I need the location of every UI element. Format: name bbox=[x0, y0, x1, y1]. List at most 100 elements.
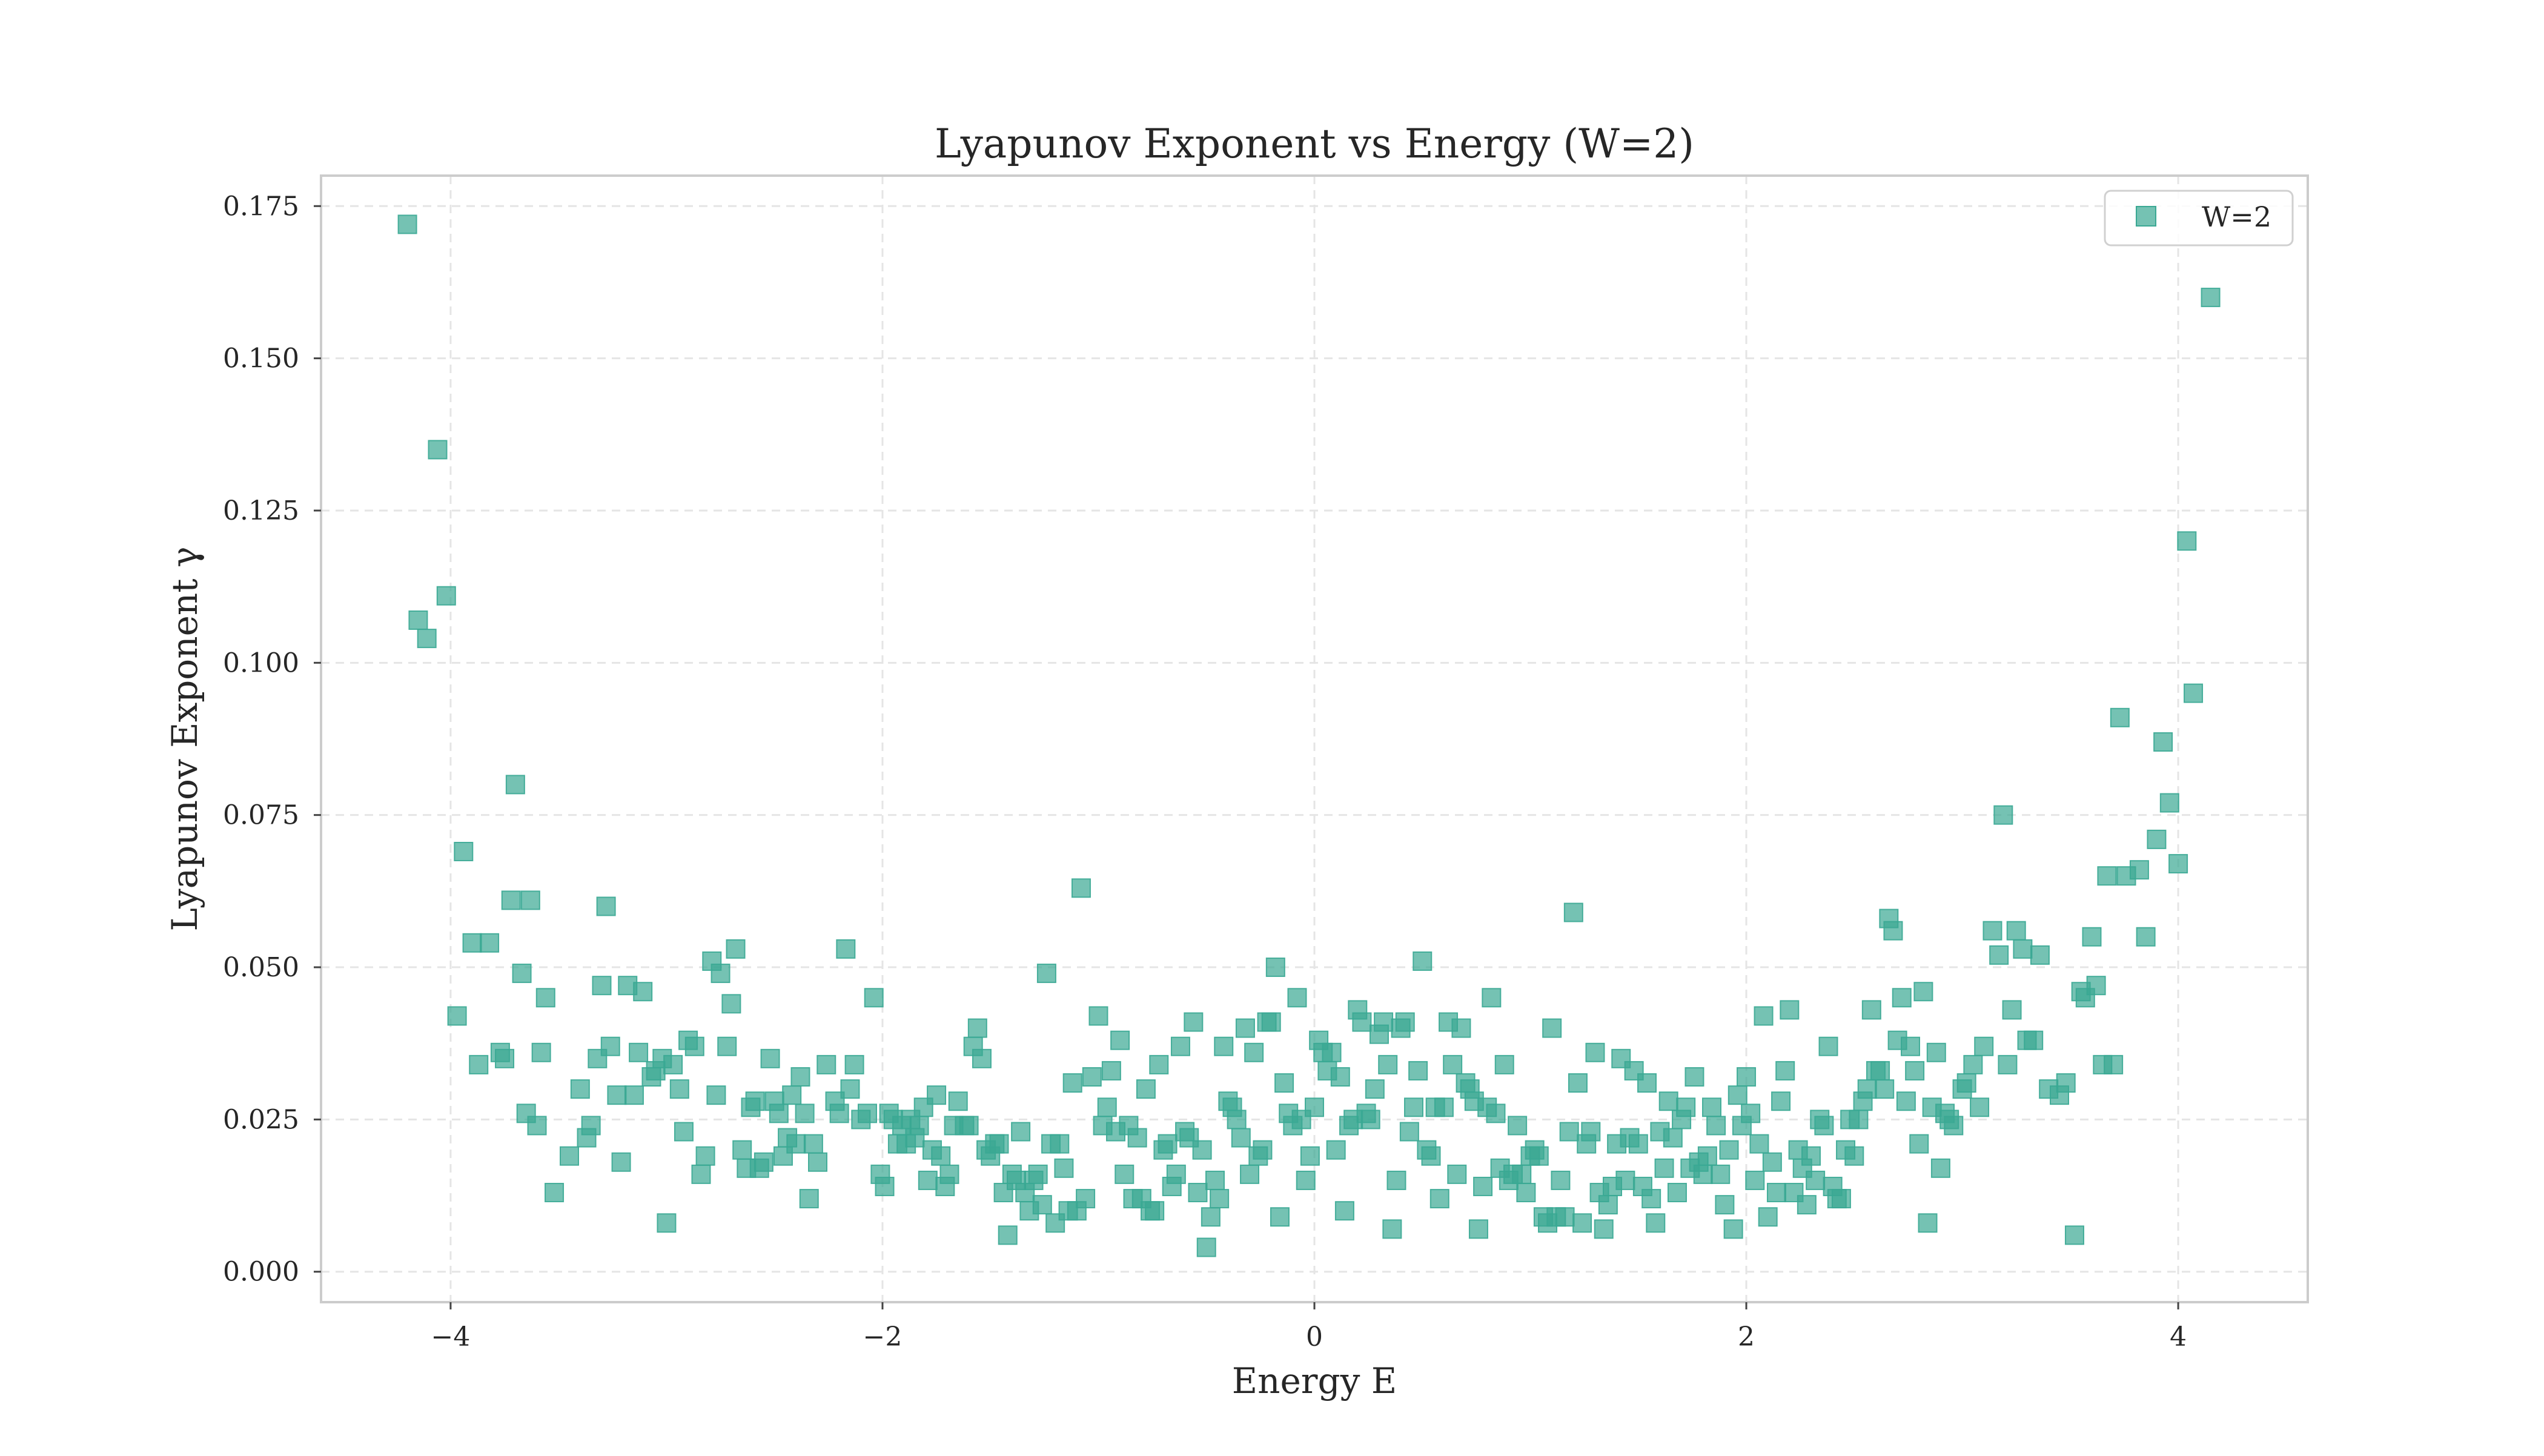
data-point bbox=[1831, 1189, 1851, 1209]
data-point bbox=[663, 1054, 683, 1074]
data-point bbox=[1801, 1146, 1821, 1166]
data-point bbox=[1901, 1036, 1920, 1056]
data-point bbox=[1261, 1012, 1281, 1032]
data-point bbox=[2129, 860, 2149, 880]
data-point bbox=[1849, 1110, 1869, 1130]
data-point bbox=[1771, 1091, 1791, 1111]
data-point bbox=[1082, 1067, 1102, 1087]
data-point bbox=[1542, 1018, 1562, 1038]
data-point bbox=[2013, 939, 2033, 959]
data-point bbox=[1054, 1158, 1074, 1178]
data-point bbox=[1727, 1085, 1747, 1105]
data-point bbox=[1421, 1146, 1441, 1166]
data-point bbox=[1360, 1110, 1380, 1130]
data-point bbox=[480, 933, 500, 953]
data-point bbox=[1875, 1079, 1895, 1099]
data-point bbox=[769, 1104, 789, 1123]
data-point bbox=[1737, 1067, 1757, 1087]
data-point bbox=[2075, 988, 2095, 1008]
data-point bbox=[754, 1152, 773, 1172]
data-point bbox=[1797, 1195, 1817, 1215]
data-point bbox=[1482, 988, 1502, 1008]
legend-frame bbox=[2104, 190, 2294, 247]
data-point bbox=[840, 1079, 860, 1099]
data-point bbox=[1136, 1079, 1156, 1099]
data-point bbox=[1762, 1152, 1782, 1172]
data-point bbox=[1702, 1097, 1721, 1117]
data-point bbox=[1115, 1164, 1135, 1184]
data-point bbox=[1201, 1207, 1221, 1227]
data-point bbox=[1663, 1128, 1683, 1148]
data-point bbox=[495, 1048, 515, 1068]
data-point bbox=[1244, 1042, 1264, 1062]
data-point bbox=[1598, 1195, 1618, 1215]
data-point bbox=[1568, 1073, 1588, 1093]
data-point bbox=[1719, 1140, 1739, 1160]
data-point bbox=[1615, 1170, 1635, 1190]
data-point bbox=[1998, 1054, 2018, 1074]
data-point bbox=[1749, 1134, 1769, 1154]
data-point bbox=[844, 1054, 864, 1074]
legend: W=2 bbox=[2104, 190, 2294, 247]
data-point bbox=[1883, 921, 1903, 941]
data-point bbox=[1697, 1146, 1717, 1166]
data-point bbox=[436, 586, 456, 606]
data-point bbox=[1028, 1164, 1048, 1184]
data-point bbox=[858, 1104, 877, 1123]
data-point bbox=[1330, 1067, 1350, 1087]
data-point bbox=[1512, 1164, 1532, 1184]
y-tick-label: 0.125 bbox=[223, 495, 299, 526]
data-point bbox=[1443, 1054, 1463, 1074]
data-point bbox=[2056, 1073, 2076, 1093]
data-point bbox=[447, 1006, 467, 1026]
data-point bbox=[611, 1152, 631, 1172]
data-point bbox=[1365, 1079, 1385, 1099]
y-axis-label: Lyapunov Exponent γ bbox=[164, 546, 205, 931]
data-point bbox=[1758, 1207, 1778, 1227]
data-point bbox=[939, 1164, 959, 1184]
data-point bbox=[1088, 1006, 1108, 1026]
data-point bbox=[875, 1176, 895, 1196]
data-point bbox=[629, 1042, 649, 1062]
data-point bbox=[1896, 1091, 1916, 1111]
data-point bbox=[1300, 1146, 1320, 1166]
data-point bbox=[520, 890, 540, 910]
data-point bbox=[1870, 1061, 1890, 1080]
data-point bbox=[1983, 921, 2002, 941]
data-point bbox=[1399, 1122, 1419, 1142]
data-point bbox=[1296, 1170, 1316, 1190]
data-point bbox=[1723, 1219, 1743, 1239]
data-point bbox=[454, 842, 474, 861]
data-point bbox=[1637, 1073, 1657, 1093]
data-point bbox=[1231, 1128, 1251, 1148]
data-point bbox=[717, 1036, 737, 1056]
data-point bbox=[1184, 1012, 1204, 1032]
data-point bbox=[1551, 1170, 1571, 1190]
data-point bbox=[1494, 1054, 1514, 1074]
data-point bbox=[1265, 958, 1285, 978]
data-point bbox=[535, 988, 555, 1008]
data-point bbox=[1192, 1140, 1212, 1160]
data-point bbox=[2024, 1030, 2044, 1050]
data-point bbox=[1628, 1134, 1648, 1154]
data-point bbox=[1473, 1176, 1493, 1196]
data-point bbox=[691, 1164, 711, 1184]
x-axis-ticks: −4 −2 0 2 4 bbox=[431, 1302, 2187, 1352]
data-point bbox=[1413, 951, 1433, 971]
data-point bbox=[948, 1091, 968, 1111]
data-point bbox=[1993, 805, 2013, 825]
data-point bbox=[1196, 1237, 1216, 1257]
data-point bbox=[795, 1104, 815, 1123]
chart-title: Lyapunov Exponent vs Energy (W=2) bbox=[935, 121, 1694, 167]
x-tick-label: −4 bbox=[431, 1322, 470, 1352]
data-point bbox=[596, 896, 616, 916]
data-point bbox=[1127, 1128, 1147, 1148]
data-point bbox=[1905, 1061, 1925, 1080]
data-point bbox=[1158, 1134, 1178, 1154]
data-point bbox=[1227, 1110, 1247, 1130]
data-point bbox=[2006, 921, 2026, 941]
data-point bbox=[1857, 1079, 1877, 1099]
data-point bbox=[1145, 1201, 1165, 1221]
data-point bbox=[581, 1116, 601, 1136]
